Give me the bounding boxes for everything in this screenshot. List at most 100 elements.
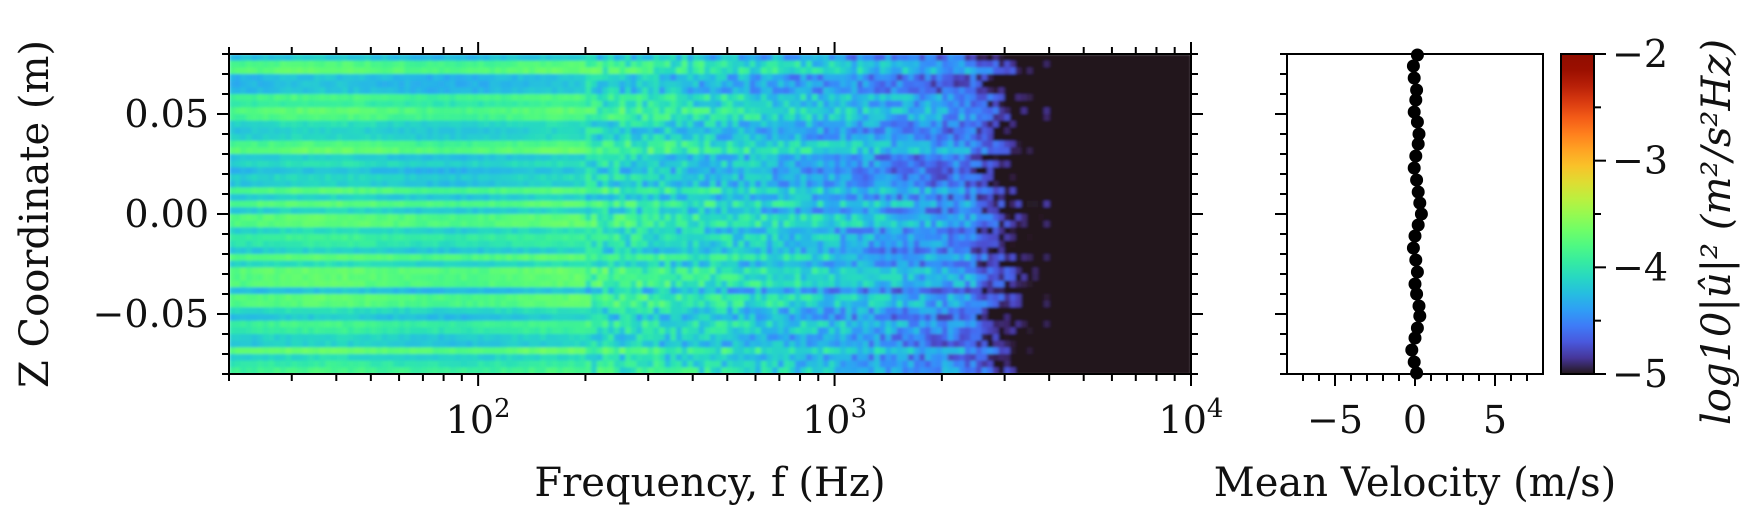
heatmap-cell [387, 180, 394, 189]
heatmap-cell [523, 87, 530, 95]
heatmap-cell [500, 60, 508, 69]
heatmap-cell [704, 180, 711, 189]
heatmap-cell [528, 227, 536, 235]
heatmap-cell [647, 187, 655, 195]
heatmap-cell [506, 294, 513, 302]
heatmap-cell [262, 314, 270, 322]
heatmap-cell [342, 280, 349, 289]
heatmap-cell [432, 87, 440, 95]
heatmap-cell [489, 140, 496, 149]
heatmap-cell [517, 300, 525, 309]
heatmap-cell [466, 340, 474, 349]
heatmap-cell [777, 320, 785, 329]
heatmap-cell [421, 127, 428, 135]
heatmap-cell [738, 354, 745, 362]
heatmap-cell [743, 160, 751, 169]
heatmap-cell [760, 280, 768, 289]
heatmap-cell [653, 87, 660, 95]
heatmap-cell [421, 300, 428, 309]
heatmap-cell [772, 280, 779, 289]
heatmap-cell [642, 240, 649, 249]
heatmap-cell [710, 254, 717, 262]
heatmap-cell [461, 174, 468, 182]
heatmap-cell [811, 154, 819, 162]
heatmap-cell [387, 187, 394, 195]
heatmap-cell [540, 260, 547, 269]
heatmap-cell [387, 114, 394, 122]
heatmap-cell [274, 347, 281, 355]
heatmap-cell [659, 254, 666, 262]
heatmap-cell [800, 100, 807, 109]
heatmap-cell [642, 294, 649, 302]
heatmap-cell [732, 307, 740, 315]
heatmap-cell [421, 187, 428, 195]
heatmap-cell [353, 327, 360, 335]
heatmap-cell [444, 314, 451, 322]
heatmap-cell [308, 167, 315, 175]
heatmap-cell [602, 314, 609, 322]
heatmap-cell [579, 160, 587, 169]
heatmap-cell [364, 120, 372, 129]
heatmap-cell [427, 160, 434, 169]
heatmap-cell [279, 107, 287, 115]
heatmap-cell [721, 367, 728, 374]
heatmap-cell [410, 200, 417, 209]
heatmap-cell [659, 187, 666, 195]
heatmap-cell [715, 267, 723, 275]
heatmap-cell [364, 100, 372, 109]
heatmap-cell [370, 207, 377, 215]
heatmap-cell [387, 320, 394, 329]
heatmap-cell [466, 140, 474, 149]
heatmap-cell [721, 87, 728, 95]
heatmap-cell [370, 54, 377, 62]
heatmap-cell [500, 147, 508, 155]
heatmap-cell [534, 280, 542, 289]
heatmap-cell [477, 340, 485, 349]
heatmap-cell [381, 194, 389, 202]
heatmap-cell [766, 340, 774, 349]
heatmap-cell [636, 180, 643, 189]
heatmap-cell [664, 120, 672, 129]
heatmap-cell [404, 307, 411, 315]
heatmap-cell [613, 187, 621, 195]
heatmap-cell [783, 294, 791, 302]
heatmap-cell [630, 74, 638, 82]
heatmap-cell [721, 340, 728, 349]
heatmap-cell [523, 194, 530, 202]
heatmap-cell [574, 220, 581, 229]
heatmap-cell [444, 247, 451, 255]
heatmap-cell [630, 280, 638, 289]
heatmap-cell [630, 320, 638, 329]
heatmap-cell [625, 154, 632, 162]
heatmap-cell [245, 180, 253, 189]
heatmap-cell [302, 240, 310, 249]
heatmap-cell [330, 60, 338, 69]
heatmap-cell [279, 80, 287, 89]
heatmap-cell [789, 67, 796, 75]
heatmap-cell [755, 220, 762, 229]
heatmap-cell [749, 187, 757, 195]
heatmap-cell [449, 267, 457, 275]
heatmap-cell [664, 260, 672, 269]
heatmap-cell [738, 174, 745, 182]
heatmap-cell [687, 300, 694, 309]
heatmap-cell [319, 234, 326, 242]
heatmap-cell [664, 300, 672, 309]
heatmap-cell [494, 307, 502, 315]
heatmap-cell [449, 347, 457, 355]
heatmap-cell [262, 320, 270, 329]
heatmap-cell [347, 60, 355, 69]
heatmap-cell [664, 54, 672, 62]
heatmap-cell [625, 360, 632, 369]
heatmap-cell [500, 260, 508, 269]
heatmap-cell [421, 227, 428, 235]
heatmap-cell [715, 167, 723, 175]
heatmap-cell [285, 140, 293, 149]
heatmap-cell [760, 314, 768, 322]
heatmap-cell [500, 94, 508, 102]
heatmap-cell [806, 194, 813, 202]
heatmap-cell [234, 167, 242, 175]
heatmap-cell [817, 60, 824, 69]
heatmap-cell [749, 94, 757, 102]
heatmap-cell [574, 134, 581, 142]
